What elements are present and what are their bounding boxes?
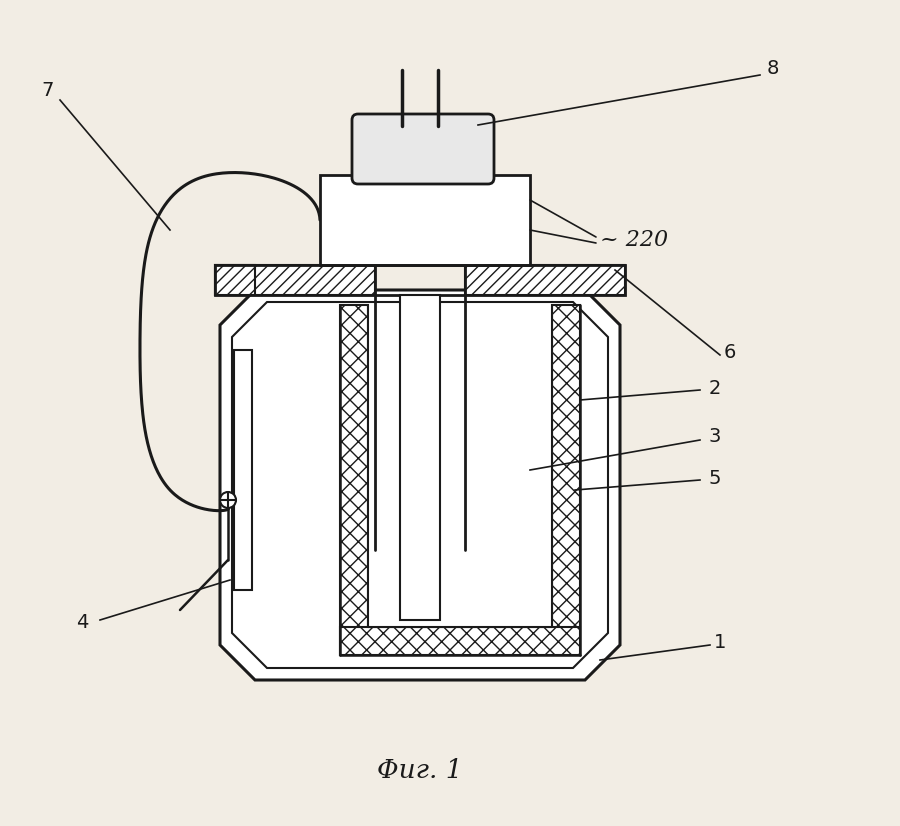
Text: 4: 4 — [76, 613, 88, 632]
Text: 7: 7 — [41, 80, 54, 99]
Bar — [340, 305, 368, 655]
Text: 6: 6 — [724, 343, 736, 362]
Bar — [368, 305, 552, 627]
Text: 5: 5 — [709, 468, 721, 487]
Bar — [400, 295, 440, 620]
FancyBboxPatch shape — [352, 114, 494, 184]
Text: Φиг. 1: Φиг. 1 — [377, 757, 463, 782]
Bar — [215, 265, 255, 295]
Bar — [465, 265, 625, 295]
Text: 8: 8 — [767, 59, 779, 78]
Text: 1: 1 — [714, 633, 726, 652]
Text: 2: 2 — [709, 378, 721, 397]
Bar — [552, 305, 580, 655]
Bar — [215, 265, 375, 295]
Text: 3: 3 — [709, 426, 721, 445]
Text: ~ 220: ~ 220 — [600, 229, 668, 251]
Circle shape — [220, 492, 236, 508]
Bar — [340, 627, 580, 655]
Bar — [215, 265, 625, 295]
Polygon shape — [220, 290, 620, 680]
Bar — [320, 175, 530, 265]
Bar — [234, 350, 252, 590]
